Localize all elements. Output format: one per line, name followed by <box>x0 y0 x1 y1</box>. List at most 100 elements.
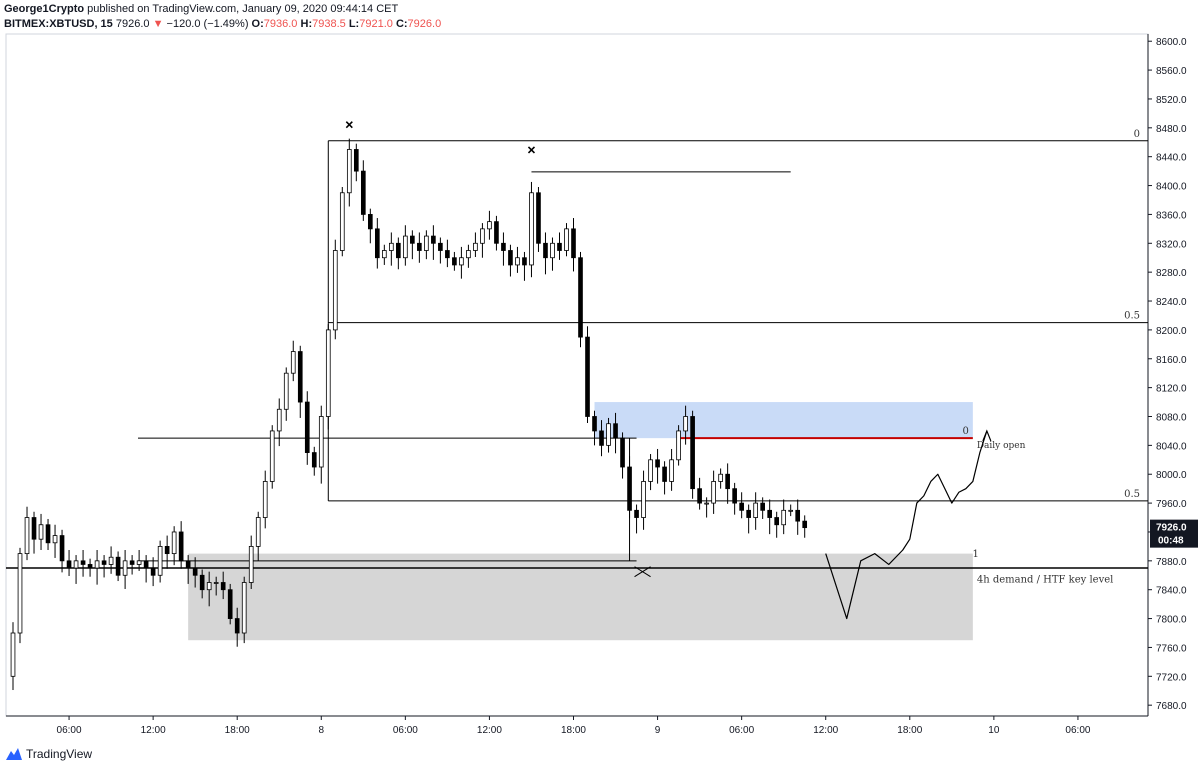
candle-body[interactable] <box>662 466 667 482</box>
candle-body[interactable] <box>234 618 240 634</box>
tradingview-logo-icon[interactable] <box>6 747 22 761</box>
candle-body[interactable] <box>269 430 275 482</box>
candle-body[interactable] <box>66 560 72 569</box>
candle-body[interactable] <box>396 242 401 259</box>
candle-body[interactable] <box>599 430 604 446</box>
candle-body[interactable] <box>164 546 170 555</box>
candle-body[interactable] <box>220 582 226 591</box>
candle-body[interactable] <box>276 408 282 432</box>
candle-body[interactable] <box>508 250 513 266</box>
candle-body[interactable] <box>676 430 681 461</box>
candle-body[interactable] <box>557 242 562 251</box>
candle-body[interactable] <box>697 488 702 504</box>
candle-body[interactable] <box>641 481 646 518</box>
candle-body[interactable] <box>17 553 23 634</box>
brand-label[interactable]: TradingView <box>26 747 93 761</box>
candle-body[interactable] <box>248 546 254 583</box>
candle-body[interactable] <box>438 242 443 251</box>
candle-body[interactable] <box>725 473 730 490</box>
candle-body[interactable] <box>227 589 233 619</box>
candle-body[interactable] <box>150 567 156 576</box>
candle-body[interactable] <box>52 535 58 544</box>
candle-body[interactable] <box>417 242 422 251</box>
candle-body[interactable] <box>143 560 149 569</box>
candle-body[interactable] <box>571 228 576 259</box>
candle-body[interactable] <box>704 502 709 505</box>
candle-body[interactable] <box>171 531 177 555</box>
candle-body[interactable] <box>339 192 345 251</box>
candle-body[interactable] <box>24 517 30 555</box>
candle-body[interactable] <box>480 228 485 244</box>
candle-body[interactable] <box>739 502 744 511</box>
candle-body[interactable] <box>753 502 758 518</box>
candle-body[interactable] <box>332 250 338 331</box>
candle-body[interactable] <box>129 560 135 565</box>
candle-body[interactable] <box>459 257 464 266</box>
candle-body[interactable] <box>346 149 352 194</box>
candle-body[interactable] <box>87 564 93 569</box>
candle-body[interactable] <box>669 459 674 482</box>
candle-body[interactable] <box>318 416 324 468</box>
candle-body[interactable] <box>136 560 142 565</box>
candle-body[interactable] <box>115 556 121 576</box>
candle-body[interactable] <box>31 517 37 540</box>
candle-body[interactable] <box>445 250 450 259</box>
candle-body[interactable] <box>353 149 359 172</box>
candle-body[interactable] <box>466 250 471 259</box>
candle-body[interactable] <box>746 509 751 518</box>
candle-body[interactable] <box>410 235 415 244</box>
candle-body[interactable] <box>767 509 772 518</box>
candle-body[interactable] <box>325 329 331 417</box>
candle-body[interactable] <box>774 517 780 526</box>
candle-body[interactable] <box>522 257 527 266</box>
candle-body[interactable] <box>157 546 163 576</box>
candle-body[interactable] <box>10 632 16 677</box>
candle-body[interactable] <box>683 416 688 432</box>
candle-body[interactable] <box>501 242 506 251</box>
candle-body[interactable] <box>199 574 205 591</box>
candle-body[interactable] <box>627 466 632 511</box>
candle-body[interactable] <box>403 235 408 259</box>
candle-body[interactable] <box>283 372 289 410</box>
candle-body[interactable] <box>431 235 436 244</box>
candle-body[interactable] <box>543 242 548 259</box>
candle-body[interactable] <box>494 221 499 244</box>
candle-body[interactable] <box>711 481 716 504</box>
candle-body[interactable] <box>73 560 79 569</box>
candle-body[interactable] <box>213 582 219 584</box>
candle-body[interactable] <box>59 535 65 562</box>
candle-body[interactable] <box>802 520 808 529</box>
candle-body[interactable] <box>80 560 86 565</box>
candle-body[interactable] <box>262 481 268 518</box>
candle-body[interactable] <box>192 567 198 576</box>
candle-body[interactable] <box>452 257 457 266</box>
candle-body[interactable] <box>38 524 44 540</box>
author-name[interactable]: George1Crypto <box>4 3 85 15</box>
candle-body[interactable] <box>781 509 787 526</box>
candle-body[interactable] <box>304 401 310 453</box>
candle-body[interactable] <box>648 459 653 482</box>
candle-body[interactable] <box>655 459 660 468</box>
symbol-label[interactable]: BITMEX:XBTUSD, 15 <box>4 18 113 30</box>
candle-body[interactable] <box>108 556 114 565</box>
candle-body[interactable] <box>613 423 618 439</box>
candle-body[interactable] <box>101 560 107 565</box>
candle-body[interactable] <box>185 560 191 569</box>
candle-body[interactable] <box>290 351 296 374</box>
candle-body[interactable] <box>360 170 366 215</box>
candle-body[interactable] <box>690 416 695 490</box>
candle-body[interactable] <box>473 242 478 251</box>
candle-body[interactable] <box>760 502 765 511</box>
candle-body[interactable] <box>297 351 303 403</box>
candle-body[interactable] <box>634 509 639 518</box>
candle-body[interactable] <box>732 488 737 504</box>
candle-body[interactable] <box>788 509 794 512</box>
candle-body[interactable] <box>94 560 100 569</box>
candle-body[interactable] <box>255 517 261 547</box>
candle-body[interactable] <box>389 242 394 251</box>
candle-body[interactable] <box>367 214 373 230</box>
candle-body[interactable] <box>592 416 597 432</box>
candle-body[interactable] <box>578 257 583 338</box>
candle-body[interactable] <box>206 582 212 591</box>
